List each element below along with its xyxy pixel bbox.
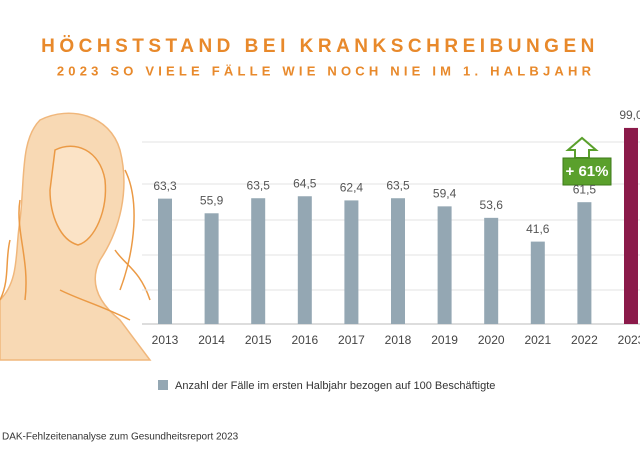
x-tick-label: 2014 bbox=[198, 333, 225, 347]
bar bbox=[297, 196, 312, 324]
bar bbox=[158, 198, 172, 324]
legend-swatch bbox=[158, 380, 168, 390]
chart-title: HÖCHSTSTAND BEI KRANKSCHREIBUNGEN bbox=[41, 36, 599, 57]
value-label: 63,3 bbox=[153, 179, 177, 193]
bar bbox=[391, 198, 405, 324]
illustration bbox=[0, 112, 152, 361]
bar bbox=[251, 198, 266, 324]
x-tick-label: 2018 bbox=[385, 333, 412, 347]
x-tick-label: 2019 bbox=[431, 333, 458, 347]
x-tick-label: 2023 bbox=[618, 333, 640, 347]
annotation: + 61% bbox=[566, 163, 609, 180]
x-tick-label: 2020 bbox=[478, 333, 505, 347]
bar bbox=[577, 202, 592, 324]
legend-label: Anzahl der Fälle im ersten Halbjahr bezo… bbox=[175, 380, 495, 392]
x-tick-label: 2013 bbox=[152, 333, 179, 347]
value-label: 59,4 bbox=[433, 187, 457, 201]
value-label: 61,5 bbox=[573, 182, 597, 196]
value-label: 63,5 bbox=[247, 178, 271, 192]
value-label: 99,0 bbox=[619, 108, 640, 122]
value-label: 53,6 bbox=[480, 198, 504, 212]
value-label: 64,5 bbox=[293, 176, 317, 190]
bar bbox=[344, 200, 359, 324]
source: DAK-Fehlzeitenanalyse zum Gesundheitsrep… bbox=[2, 432, 239, 443]
x-tick-label: 2015 bbox=[245, 333, 272, 347]
x-tick-label: 2021 bbox=[524, 333, 551, 347]
growth-arrow bbox=[562, 136, 612, 186]
bar bbox=[204, 213, 219, 324]
x-tick-label: 2017 bbox=[338, 333, 365, 347]
chart-subtitle: 2023 SO VIELE FÄLLE WIE NOCH NIE IM 1. H… bbox=[57, 63, 595, 78]
value-label: 63,5 bbox=[386, 178, 410, 192]
value-label: 62,4 bbox=[340, 181, 364, 195]
bar bbox=[530, 241, 545, 324]
value-label: 55,9 bbox=[200, 193, 224, 207]
x-tick-label: 2022 bbox=[571, 333, 598, 347]
x-tick-label: 2016 bbox=[291, 333, 318, 347]
bar bbox=[484, 217, 499, 324]
bar bbox=[624, 127, 638, 324]
value-label: 41,6 bbox=[526, 222, 550, 236]
bar bbox=[437, 206, 452, 324]
